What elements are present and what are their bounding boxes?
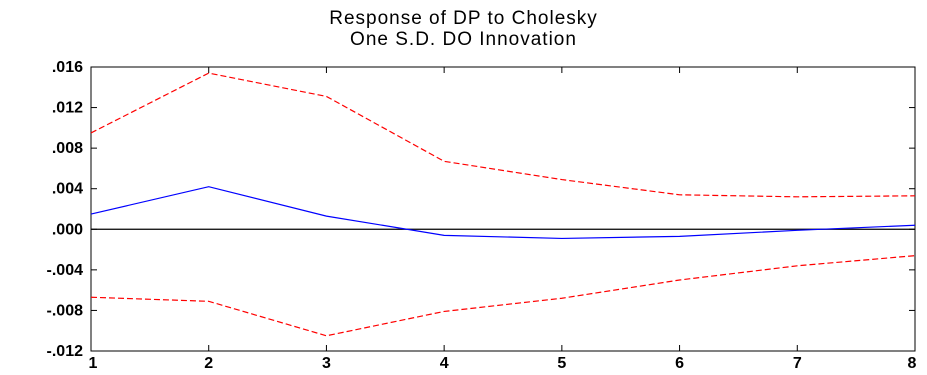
- y-tick-label: -.012: [47, 343, 84, 360]
- x-tick-label: 1: [89, 355, 98, 372]
- response-line: [90, 186, 916, 240]
- plot-area: .016 .012 .008 .004 .000 -.004 -.008 -.012 1 2 3 4 5…: [47, 59, 917, 372]
- chart-title-line-2: One S.D. DO Innovation: [350, 29, 577, 50]
- x-tick-label: 5: [557, 355, 566, 372]
- y-tick-label: -.008: [47, 302, 84, 319]
- x-tick-label: 2: [204, 355, 213, 372]
- x-tick-label: 7: [793, 355, 802, 372]
- y-tick-label: -.004: [47, 262, 84, 279]
- plot-frame: [90, 66, 916, 352]
- x-tick-label: 4: [440, 355, 449, 372]
- x-tick-label: 3: [322, 355, 331, 372]
- y-tick-label: .012: [52, 100, 83, 117]
- y-tick-label: .016: [52, 59, 83, 76]
- lower-band-line: [90, 255, 916, 337]
- x-tick-label: 8: [908, 355, 917, 372]
- y-tick-label: .000: [52, 221, 83, 238]
- y-tick-label: .004: [52, 181, 83, 198]
- y-tick-label: .008: [52, 140, 83, 157]
- upper-band-line: [90, 72, 916, 198]
- chart-title-line-1: Response of DP to Cholesky: [329, 8, 598, 29]
- x-tick-label: 6: [675, 355, 684, 372]
